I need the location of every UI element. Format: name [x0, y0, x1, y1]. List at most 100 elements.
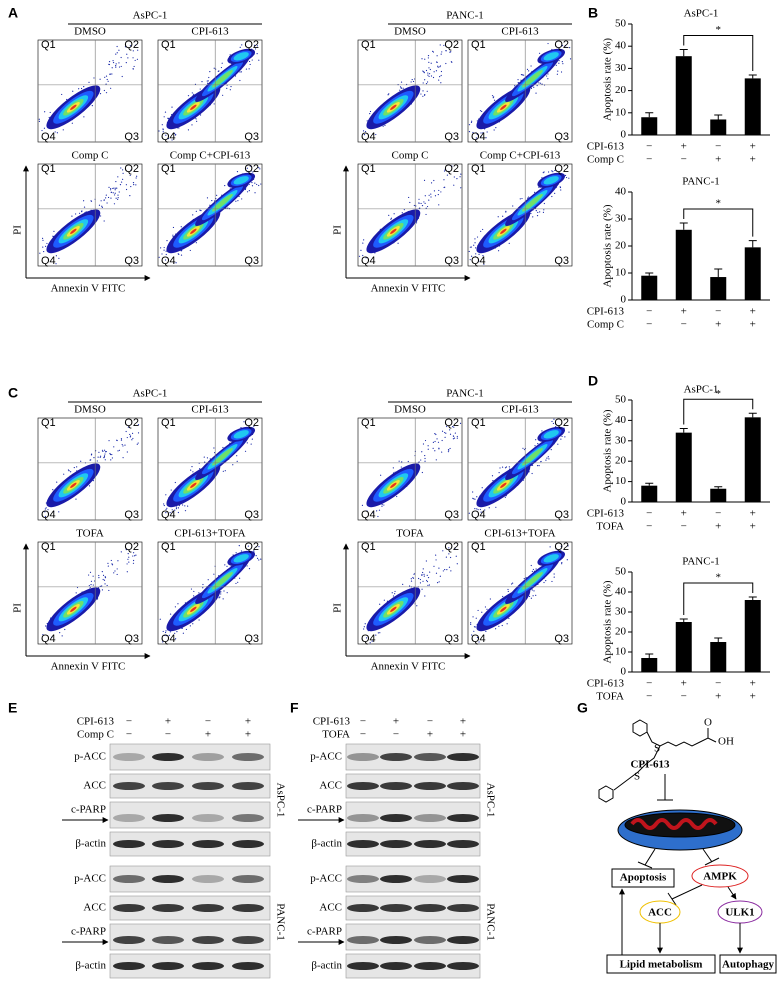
event-dot: [478, 260, 480, 262]
event-dot: [427, 584, 429, 586]
event-dot: [178, 504, 181, 507]
quadrant-label: Q3: [444, 255, 459, 267]
event-dot: [41, 129, 43, 132]
benzene-ring: [632, 719, 648, 737]
treatment-sign: −: [646, 691, 652, 703]
quadrant-label: Q2: [444, 417, 459, 429]
event-dot: [528, 70, 530, 72]
event-dot: [558, 60, 560, 62]
treatment-sign: +: [715, 691, 721, 703]
event-dot: [104, 459, 106, 461]
event-dot: [468, 250, 470, 253]
event-dot: [187, 505, 189, 507]
event-dot: [171, 511, 173, 513]
event-dot: [559, 186, 562, 189]
quadrant-label: Q4: [471, 633, 486, 645]
event-dot: [504, 467, 507, 469]
event-dot: [54, 131, 56, 133]
blot-band: [192, 840, 224, 848]
event-dot: [438, 567, 440, 569]
event-dot: [80, 460, 82, 462]
y-axis-label: Apoptosis rate (%): [602, 204, 614, 287]
event-dot: [441, 430, 444, 432]
density-contour: [543, 52, 559, 61]
event-dot: [437, 65, 439, 67]
quadrant-label: Q2: [124, 39, 139, 51]
event-dot: [568, 177, 570, 179]
condition-label: DMSO: [74, 404, 106, 416]
density-contour: [212, 571, 233, 590]
event-dot: [198, 592, 200, 594]
event-dot: [456, 563, 458, 565]
event-dot: [449, 433, 452, 435]
quadrant-label: Q1: [161, 163, 176, 175]
event-dot: [491, 95, 494, 97]
event-dot: [236, 460, 238, 462]
event-dot: [178, 127, 180, 129]
event-dot: [454, 547, 456, 549]
event-dot: [533, 86, 535, 88]
event-dot: [248, 68, 250, 70]
event-dot: [441, 51, 443, 53]
treatment-sign: −: [393, 729, 399, 741]
event-dot: [103, 579, 106, 581]
event-dot: [526, 68, 529, 70]
event-dot: [38, 120, 41, 123]
event-dot: [358, 255, 361, 257]
event-dot: [523, 74, 525, 76]
axis-label: PI: [332, 225, 344, 235]
treatment-sign: −: [360, 716, 366, 728]
node-label: ACC: [648, 907, 672, 919]
axis-label: PI: [12, 225, 24, 235]
drug-label: CPI-613: [630, 759, 670, 771]
event-dot: [120, 438, 123, 440]
event-dot: [133, 65, 135, 68]
event-dot: [103, 455, 106, 457]
blot-band: [347, 840, 379, 848]
event-dot: [251, 438, 253, 440]
event-dot: [109, 452, 111, 455]
event-dot: [416, 605, 418, 607]
protein-label: c-PARP: [307, 926, 342, 938]
event-dot: [113, 203, 116, 205]
event-dot: [427, 576, 430, 579]
quadrant-label: Q1: [41, 39, 56, 51]
event-dot: [64, 628, 66, 631]
event-dot: [126, 451, 128, 453]
event-dot: [531, 589, 533, 591]
event-dot: [117, 176, 119, 178]
treatment-sign: +: [427, 729, 433, 741]
event-dot: [478, 253, 480, 255]
event-dot: [105, 83, 107, 85]
event-dot: [42, 633, 44, 636]
event-dot: [174, 606, 176, 608]
event-dot: [522, 447, 524, 449]
event-dot: [422, 95, 424, 97]
event-dot: [394, 590, 396, 593]
treatment-label: TOFA: [322, 729, 350, 741]
density-contour: [70, 606, 77, 612]
bar: [675, 432, 692, 502]
blot-band: [447, 840, 479, 848]
error-bar: [645, 482, 654, 486]
bar: [744, 247, 761, 300]
event-dot: [432, 441, 434, 443]
condition-label: CPI-613+TOFA: [174, 528, 245, 540]
event-dot: [92, 480, 94, 482]
condition-label: Comp C+CPI-613: [170, 150, 251, 162]
event-dot: [420, 459, 422, 461]
significance-bracket: [683, 35, 754, 72]
flow-plot: Q1 Q2 Q3 Q4: [37, 541, 143, 645]
event-dot: [424, 460, 426, 462]
blot-band: [380, 782, 412, 790]
event-dot: [445, 432, 447, 434]
treatment-sign: +: [715, 521, 721, 533]
blot-band: [232, 782, 264, 790]
event-dot: [546, 457, 548, 459]
event-dot: [106, 78, 108, 81]
significance-label: *: [716, 572, 722, 584]
quadrant-label: Q3: [244, 509, 259, 521]
event-dot: [254, 192, 256, 194]
event-dot: [424, 195, 426, 197]
event-dot: [181, 504, 184, 506]
